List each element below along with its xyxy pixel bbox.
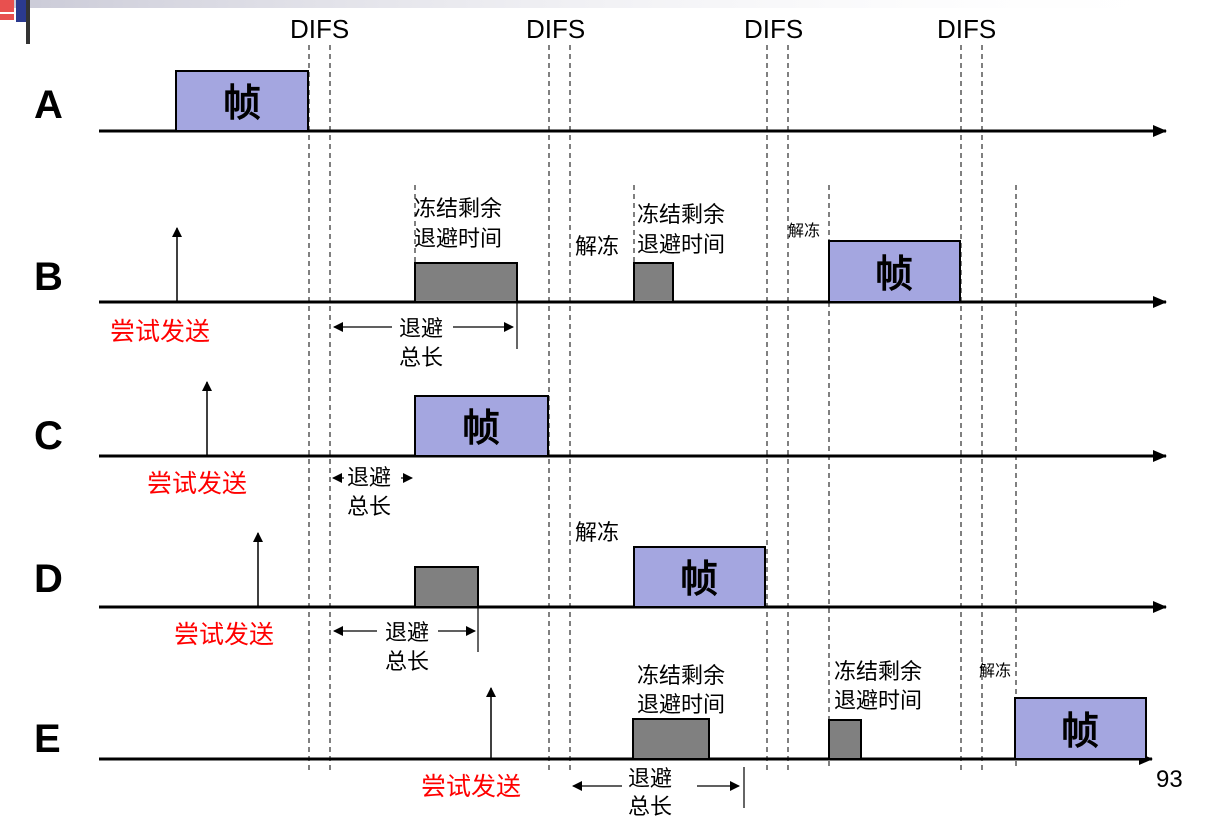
station-e-backoff-block <box>632 718 710 760</box>
station-b-freeze-line2: 退避时间 <box>414 227 502 252</box>
station-c-frame <box>414 395 549 457</box>
station-e-label: E <box>34 717 61 761</box>
corner-decoration <box>0 0 1213 44</box>
station-d-backoff-block <box>414 566 479 608</box>
station-b-row: B 尝试发送 帧 冻结剩余 退避时间 解冻 冻结剩余 退避时间 解冻 退避 总长 <box>34 197 1167 371</box>
page-number: 93 <box>1156 766 1183 793</box>
station-c-frame-label: 帧 <box>462 406 500 450</box>
station-b-backoff-line2: 总长 <box>399 346 443 371</box>
station-b-backoff-line1: 退避 <box>399 317 443 342</box>
station-b-frame-label: 帧 <box>875 252 913 296</box>
station-b-freeze2-line2: 退避时间 <box>637 233 725 258</box>
station-e-freeze-line1: 冻结剩余 <box>637 664 725 689</box>
station-c-attempt-label: 尝试发送 <box>147 469 247 498</box>
station-e-attempt-label: 尝试发送 <box>421 772 521 801</box>
station-b-unfreeze2-label: 解冻 <box>788 221 820 240</box>
difs-label-3: DIFS <box>744 14 803 44</box>
station-e-freeze2-line2: 退避时间 <box>834 689 922 714</box>
station-e-row: E 尝试发送 帧 冻结剩余 退避时间 冻结剩余 退避时间 解冻 退避 总长 <box>34 660 1153 819</box>
station-c-label: C <box>34 414 63 458</box>
station-e-unfreeze-label: 解冻 <box>979 661 1011 680</box>
station-e-frame-label: 帧 <box>1061 709 1099 753</box>
station-d-attempt-label: 尝试发送 <box>174 620 274 649</box>
station-c-backoff-line2: 总长 <box>347 495 391 520</box>
station-b-frame <box>828 240 961 303</box>
station-a-label: A <box>34 83 63 127</box>
station-a-frame <box>175 70 309 132</box>
station-c-row: C 尝试发送 帧 退避 总长 <box>34 381 1167 520</box>
station-e-freeze-line2: 退避时间 <box>637 693 725 718</box>
station-b-label: B <box>34 255 63 299</box>
station-b-attempt-label: 尝试发送 <box>110 317 210 346</box>
station-e-frame <box>1014 697 1147 760</box>
station-e-backoff-line2: 总长 <box>628 795 672 819</box>
station-d-backoff-line1: 退避 <box>385 621 429 646</box>
station-d-label: D <box>34 557 63 601</box>
station-d-row: D 尝试发送 解冻 帧 退避 总长 <box>34 521 1167 675</box>
difs-label-2: DIFS <box>526 14 585 44</box>
station-c-backoff-line1: 退避 <box>347 466 391 491</box>
station-b-backoff-block <box>414 262 518 303</box>
difs-guide-lines <box>308 45 1017 770</box>
difs-label-4: DIFS <box>937 14 996 44</box>
station-d-frame-label: 帧 <box>680 557 718 601</box>
station-d-backoff-line2: 总长 <box>385 650 429 675</box>
station-e-freeze2-line1: 冻结剩余 <box>834 660 922 685</box>
station-e-backoff-block-2 <box>828 719 862 760</box>
station-b-backoff-block-2 <box>633 262 674 303</box>
station-b-unfreeze-label: 解冻 <box>575 235 619 260</box>
station-a-frame-label: 帧 <box>223 81 261 125</box>
station-b-freeze-line1: 冻结剩余 <box>414 197 502 222</box>
station-d-unfreeze-label: 解冻 <box>575 521 619 546</box>
station-e-backoff-line1: 退避 <box>628 767 672 792</box>
difs-label-1: DIFS <box>290 14 349 44</box>
station-b-freeze2-line1: 冻结剩余 <box>637 203 725 228</box>
station-d-frame <box>633 546 766 608</box>
station-a-row: A 帧 <box>34 70 1167 137</box>
